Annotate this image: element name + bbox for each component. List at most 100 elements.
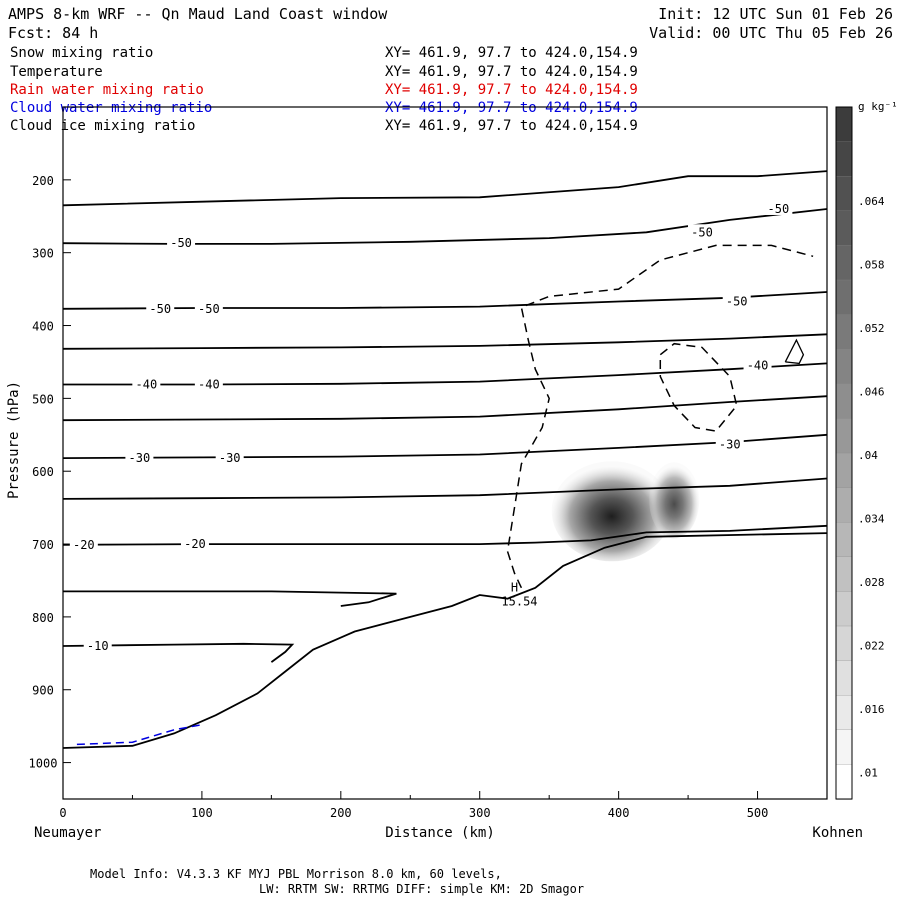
terrain-profile: [63, 532, 827, 749]
temperature-contour-8: [63, 524, 827, 546]
field-xy-cloud-water: XY= 461.9, 97.7 to 424.0,154.9: [385, 100, 638, 116]
contour-label-bg: [167, 235, 196, 250]
contour-label-13: -20: [184, 537, 206, 551]
colorbar: g kg⁻¹ .064 .058 .052 .046 .04 .034 .028 .022 .0…: [835, 100, 898, 800]
y-tick-label-200: 200: [32, 174, 54, 188]
colorbar-label-5: .034: [858, 513, 885, 526]
model-info-line2: LW: RRTM SW: RRTMG DIFF: simple KM: 2D S…: [259, 882, 584, 896]
snow-max-label: H: [511, 580, 518, 594]
contour-label-8: -40: [747, 359, 769, 373]
contour-label-5: -50: [691, 225, 713, 239]
field-xy-cloud-ice: XY= 461.9, 97.7 to 424.0,154.9: [385, 118, 638, 134]
y-tick-label-800: 800: [32, 611, 54, 625]
contour-label-bg: [715, 436, 744, 451]
temperature-contour-10: [63, 642, 295, 663]
contour-label-6: -50: [768, 202, 790, 216]
colorbar-swatch-10: [835, 452, 853, 489]
init-time: Init: 12 UTC Sun 01 Feb 26: [658, 5, 893, 23]
contour-label-bg: [743, 357, 772, 372]
snow-max-value: 15.54: [501, 594, 537, 608]
x-tick-label-500: 500: [747, 806, 769, 820]
contour-label-12: -20: [73, 538, 95, 552]
valid-time: Valid: 00 UTC Thu 05 Feb 26: [649, 24, 893, 42]
contour-label-bg: [194, 376, 223, 391]
colorbar-label-7: .022: [858, 640, 885, 653]
field-xy-rain: XY= 461.9, 97.7 to 424.0,154.9: [385, 82, 638, 98]
colorbar-label-1: .058: [858, 259, 885, 272]
forecast-hour: Fcst: 84 h: [8, 24, 98, 42]
y-tick-label-500: 500: [32, 392, 54, 406]
y-tick-label-600: 600: [32, 465, 54, 479]
colorbar-label-0: .064: [858, 195, 885, 208]
cloud-ice-contour-loop: [659, 342, 738, 432]
snow-shading-core: [551, 461, 672, 562]
x-axis-title: Distance (km): [385, 825, 495, 841]
colorbar-swatch-8: [835, 383, 853, 420]
contour-label-11: -30: [719, 437, 741, 451]
y-tick-label-900: 900: [32, 684, 54, 698]
right-end-label: Kohnen: [812, 825, 863, 841]
colorbar-swatch-6: [835, 314, 853, 350]
colorbar-swatch-3: [835, 210, 853, 247]
x-tick-label-200: 200: [330, 806, 352, 820]
cloud-water-contour: [76, 723, 203, 746]
temperature-contour-6: [63, 433, 827, 459]
colorbar-label-8: .016: [858, 703, 885, 716]
plot-frame: [62, 106, 828, 800]
temperature-contour-9: [63, 590, 397, 607]
contour-label-bg: [722, 293, 751, 308]
cloud-ice-contour-main: [506, 244, 814, 589]
colorbar-swatch-19: [835, 764, 853, 800]
contour-label-bg: [146, 300, 175, 315]
temperature-contour-4: [63, 362, 827, 386]
field-name-snow: Snow mixing ratio: [10, 45, 153, 61]
field-name-cloud-water: Cloud water mixing ratio: [10, 100, 212, 116]
colorbar-swatch-4: [835, 245, 853, 281]
plot-area: 0 100 200 300 400 500 200 300 400 500 600 700 800 90…: [29, 106, 828, 820]
figure-title: AMPS 8-km WRF -- Qn Maud Land Coast wind…: [8, 5, 388, 23]
y-axis-ticks: 200 300 400 500 600 700 800 900 1000: [29, 174, 71, 771]
temperature-small-loop: [784, 338, 805, 365]
contour-label-14: -10: [87, 639, 109, 653]
colorbar-swatch-18: [835, 729, 853, 766]
colorbar-swatch-5: [835, 279, 853, 316]
x-tick-label-100: 100: [191, 806, 213, 820]
contour-label-bg: [132, 376, 161, 391]
field-xy-snow: XY= 461.9, 97.7 to 424.0,154.9: [385, 45, 638, 61]
x-tick-label-300: 300: [469, 806, 491, 820]
colorbar-swatch-9: [835, 418, 853, 454]
colorbar-swatch-2: [835, 176, 853, 212]
colorbar-swatch-15: [835, 625, 853, 662]
colorbar-swatch-12: [835, 522, 853, 558]
temperature-contour-3: [63, 333, 827, 350]
contour-label-7: -50: [726, 294, 748, 308]
contour-label-bg: [687, 224, 716, 239]
contour-labels: -50 -50 -50 -40 -40 -50 -50 -50 -40 -30 -30 -30 -20 -…: [69, 200, 793, 653]
colorbar-frame: [835, 106, 853, 800]
colorbar-swatch-14: [835, 591, 853, 627]
field-xy-temperature: XY= 461.9, 97.7 to 424.0,154.9: [385, 64, 638, 80]
contour-label-bg: [764, 200, 793, 215]
contour-label-1: -50: [149, 302, 171, 316]
temperature-contour-5: [63, 395, 827, 422]
contour-label-bg: [69, 536, 98, 551]
colorbar-swatch-1: [835, 141, 853, 177]
colorbar-swatch-13: [835, 556, 853, 593]
y-tick-label-300: 300: [32, 247, 54, 261]
x-axis-ticks: 0 100 200 300 400 500: [59, 791, 828, 820]
terrain-line: [63, 532, 827, 749]
contour-label-bg: [194, 300, 223, 315]
y-tick-label-700: 700: [32, 538, 54, 552]
field-name-rain: Rain water mixing ratio: [10, 82, 204, 98]
colorbar-swatch-16: [835, 660, 853, 696]
contour-label-3: -40: [136, 378, 158, 392]
colorbar-label-2: .052: [858, 322, 885, 335]
colorbar-unit: g kg⁻¹: [858, 100, 898, 113]
snow-shading: [551, 461, 700, 562]
cloud-contours: [76, 244, 814, 746]
contour-label-bg: [125, 450, 154, 465]
contour-label-bg: [215, 450, 244, 465]
field-name-temperature: Temperature: [10, 64, 103, 80]
left-end-label: Neumayer: [34, 825, 101, 841]
